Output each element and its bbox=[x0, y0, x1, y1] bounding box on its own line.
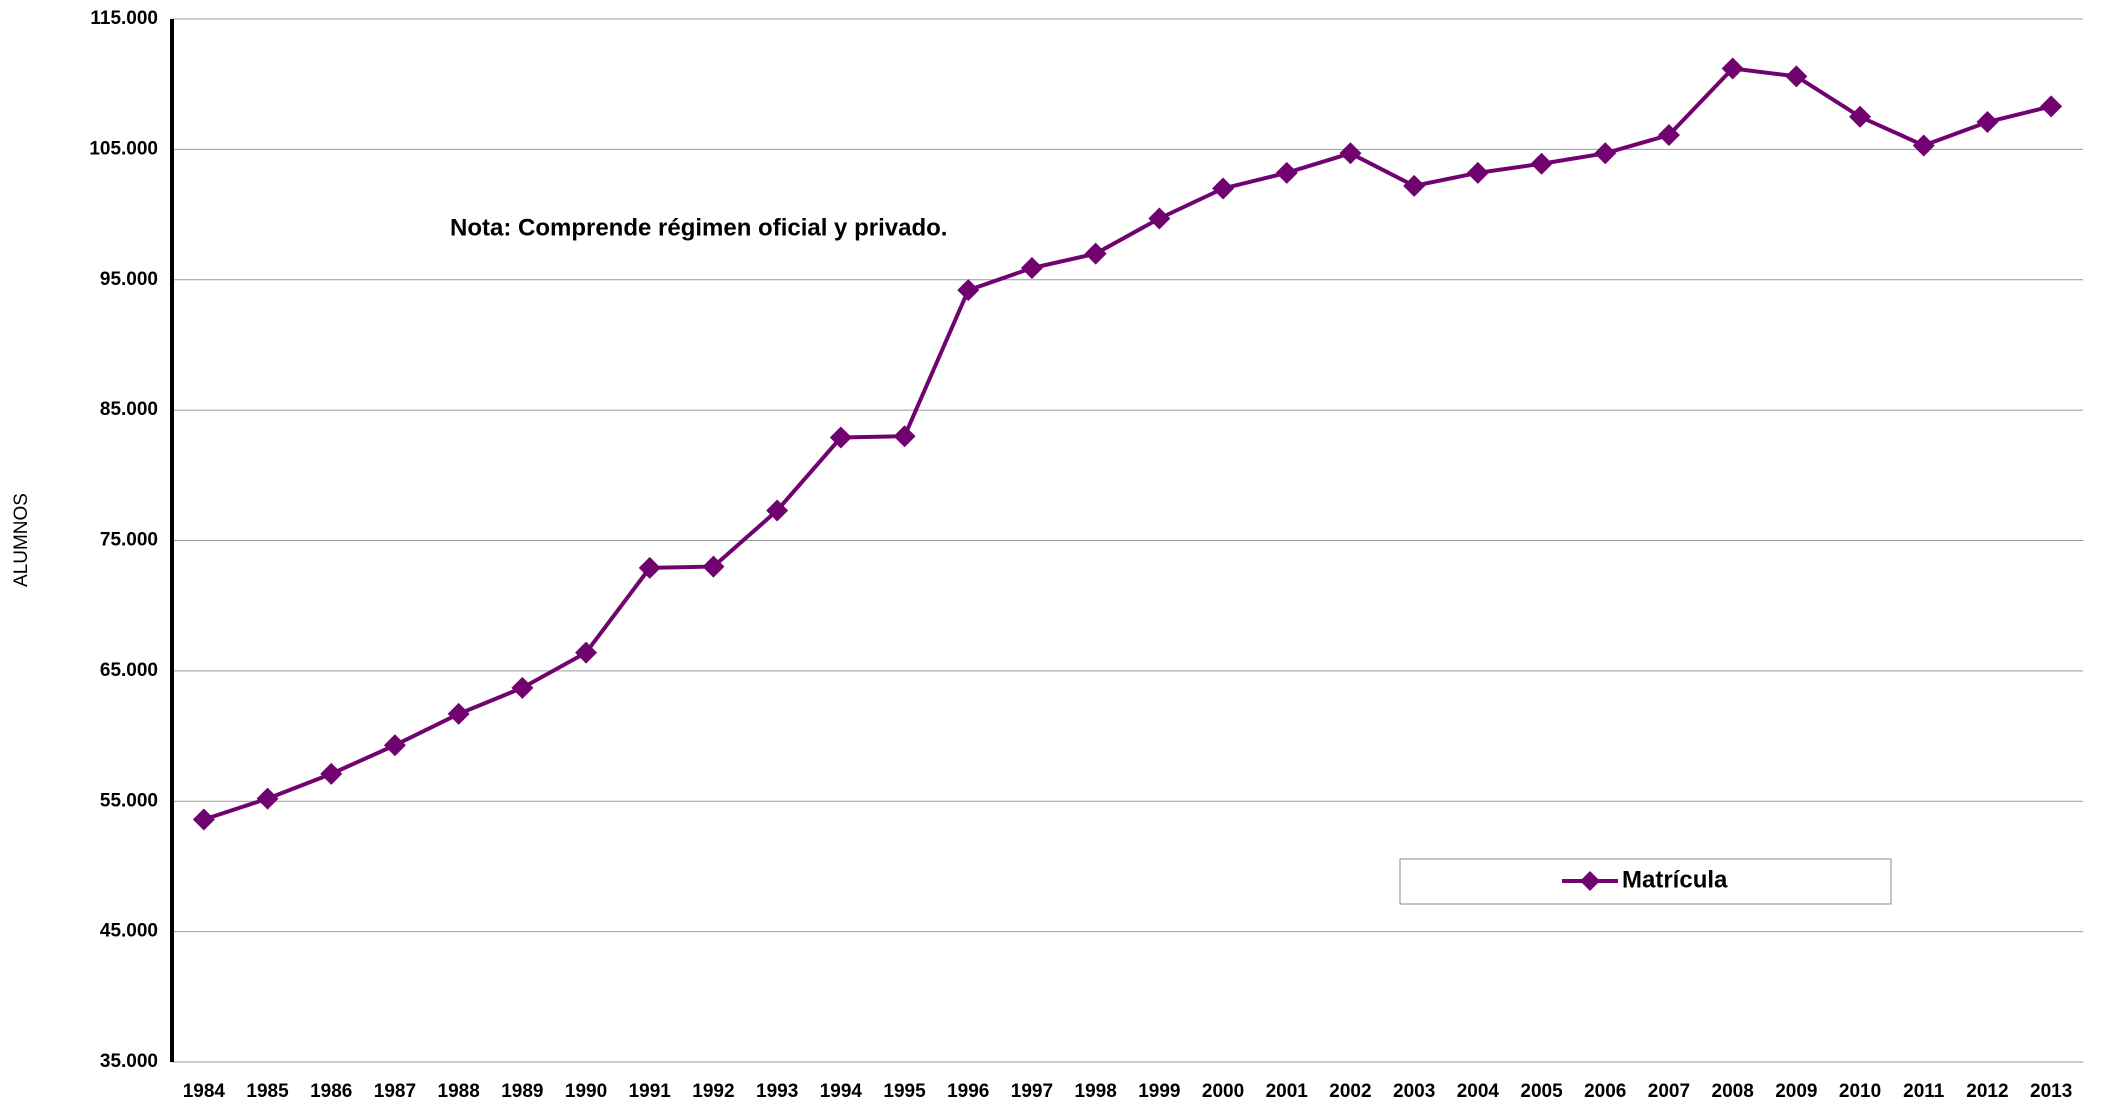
x-tick-label: 2005 bbox=[1520, 1081, 1563, 1102]
x-tick-label: 1987 bbox=[374, 1081, 416, 1102]
x-tick-label: 2000 bbox=[1202, 1081, 1244, 1102]
y-tick-label: 105.000 bbox=[89, 138, 158, 159]
marker bbox=[256, 787, 279, 810]
y-axis-label: ALUMNOS bbox=[11, 493, 32, 587]
marker bbox=[511, 676, 534, 699]
marker bbox=[957, 279, 980, 302]
x-tick-label: 2008 bbox=[1712, 1081, 1754, 1102]
x-tick-label: 1996 bbox=[947, 1081, 989, 1102]
x-tick-label: 1999 bbox=[1138, 1081, 1180, 1102]
marker bbox=[1339, 142, 1362, 165]
marker bbox=[1594, 142, 1617, 165]
marker bbox=[829, 426, 852, 449]
x-tick-label: 2003 bbox=[1393, 1081, 1435, 1102]
marker bbox=[320, 762, 343, 785]
x-tick-label: 2006 bbox=[1584, 1081, 1626, 1102]
y-tick-label: 45.000 bbox=[100, 921, 158, 942]
y-tick-label: 95.000 bbox=[100, 269, 158, 290]
marker bbox=[1849, 105, 1872, 128]
marker bbox=[766, 499, 789, 522]
x-tick-label: 1993 bbox=[756, 1081, 798, 1102]
legend-label: Matrícula bbox=[1622, 866, 1728, 893]
series-line bbox=[203, 66, 2052, 822]
legend-box bbox=[1399, 858, 1892, 905]
marker bbox=[1275, 161, 1298, 184]
y-tick-label: 35.000 bbox=[100, 1051, 158, 1072]
x-tick-label: 1990 bbox=[565, 1081, 607, 1102]
x-tick-label: 1991 bbox=[629, 1081, 672, 1102]
x-tick-label: 1992 bbox=[692, 1081, 734, 1102]
marker bbox=[1148, 207, 1171, 230]
marker bbox=[1466, 161, 1489, 184]
marker bbox=[1530, 152, 1553, 175]
marker bbox=[1912, 134, 1935, 157]
marker bbox=[575, 641, 598, 664]
annotation: Nota: Comprende régimen oficial y privad… bbox=[450, 214, 947, 241]
x-tick-label: 1998 bbox=[1075, 1081, 1117, 1102]
x-tick-label: 1995 bbox=[883, 1081, 926, 1102]
marker bbox=[1785, 65, 1808, 88]
marker bbox=[447, 702, 470, 725]
x-tick-label: 1994 bbox=[820, 1081, 863, 1102]
x-tick-label: 2001 bbox=[1266, 1081, 1309, 1102]
y-tick-label: 85.000 bbox=[100, 399, 158, 420]
x-tick-label: 2011 bbox=[1903, 1081, 1945, 1102]
x-tick-label: 1984 bbox=[183, 1081, 226, 1102]
x-tick-label: 1985 bbox=[246, 1081, 289, 1102]
x-tick-label: 1986 bbox=[310, 1081, 352, 1102]
x-tick-label: 2010 bbox=[1839, 1081, 1881, 1102]
x-tick-label: 2007 bbox=[1648, 1081, 1690, 1102]
marker bbox=[1084, 242, 1107, 265]
legend-marker bbox=[1580, 871, 1600, 891]
marker bbox=[1657, 124, 1680, 147]
marker bbox=[2040, 95, 2063, 118]
y-tick-label: 55.000 bbox=[100, 790, 158, 811]
x-tick-label: 1988 bbox=[438, 1081, 480, 1102]
y-tick-label: 115.000 bbox=[90, 8, 158, 29]
marker bbox=[702, 555, 725, 578]
x-tick-label: 1989 bbox=[501, 1081, 543, 1102]
marker bbox=[1721, 57, 1744, 80]
marker bbox=[638, 556, 661, 579]
x-tick-label: 2004 bbox=[1457, 1081, 1500, 1102]
y-tick-label: 75.000 bbox=[100, 530, 158, 551]
x-tick-label: 1997 bbox=[1011, 1081, 1053, 1102]
x-tick-label: 2013 bbox=[2030, 1081, 2072, 1102]
x-tick-label: 2002 bbox=[1329, 1081, 1371, 1102]
marker bbox=[1403, 174, 1426, 197]
marker bbox=[1020, 257, 1043, 280]
x-tick-label: 2012 bbox=[1966, 1081, 2008, 1102]
marker bbox=[192, 808, 215, 831]
marker bbox=[1976, 110, 1999, 133]
x-tick-label: 2009 bbox=[1775, 1081, 1817, 1102]
marker bbox=[1212, 177, 1235, 200]
marker bbox=[383, 734, 406, 757]
marker bbox=[893, 425, 916, 448]
y-tick-label: 65.000 bbox=[100, 660, 158, 681]
